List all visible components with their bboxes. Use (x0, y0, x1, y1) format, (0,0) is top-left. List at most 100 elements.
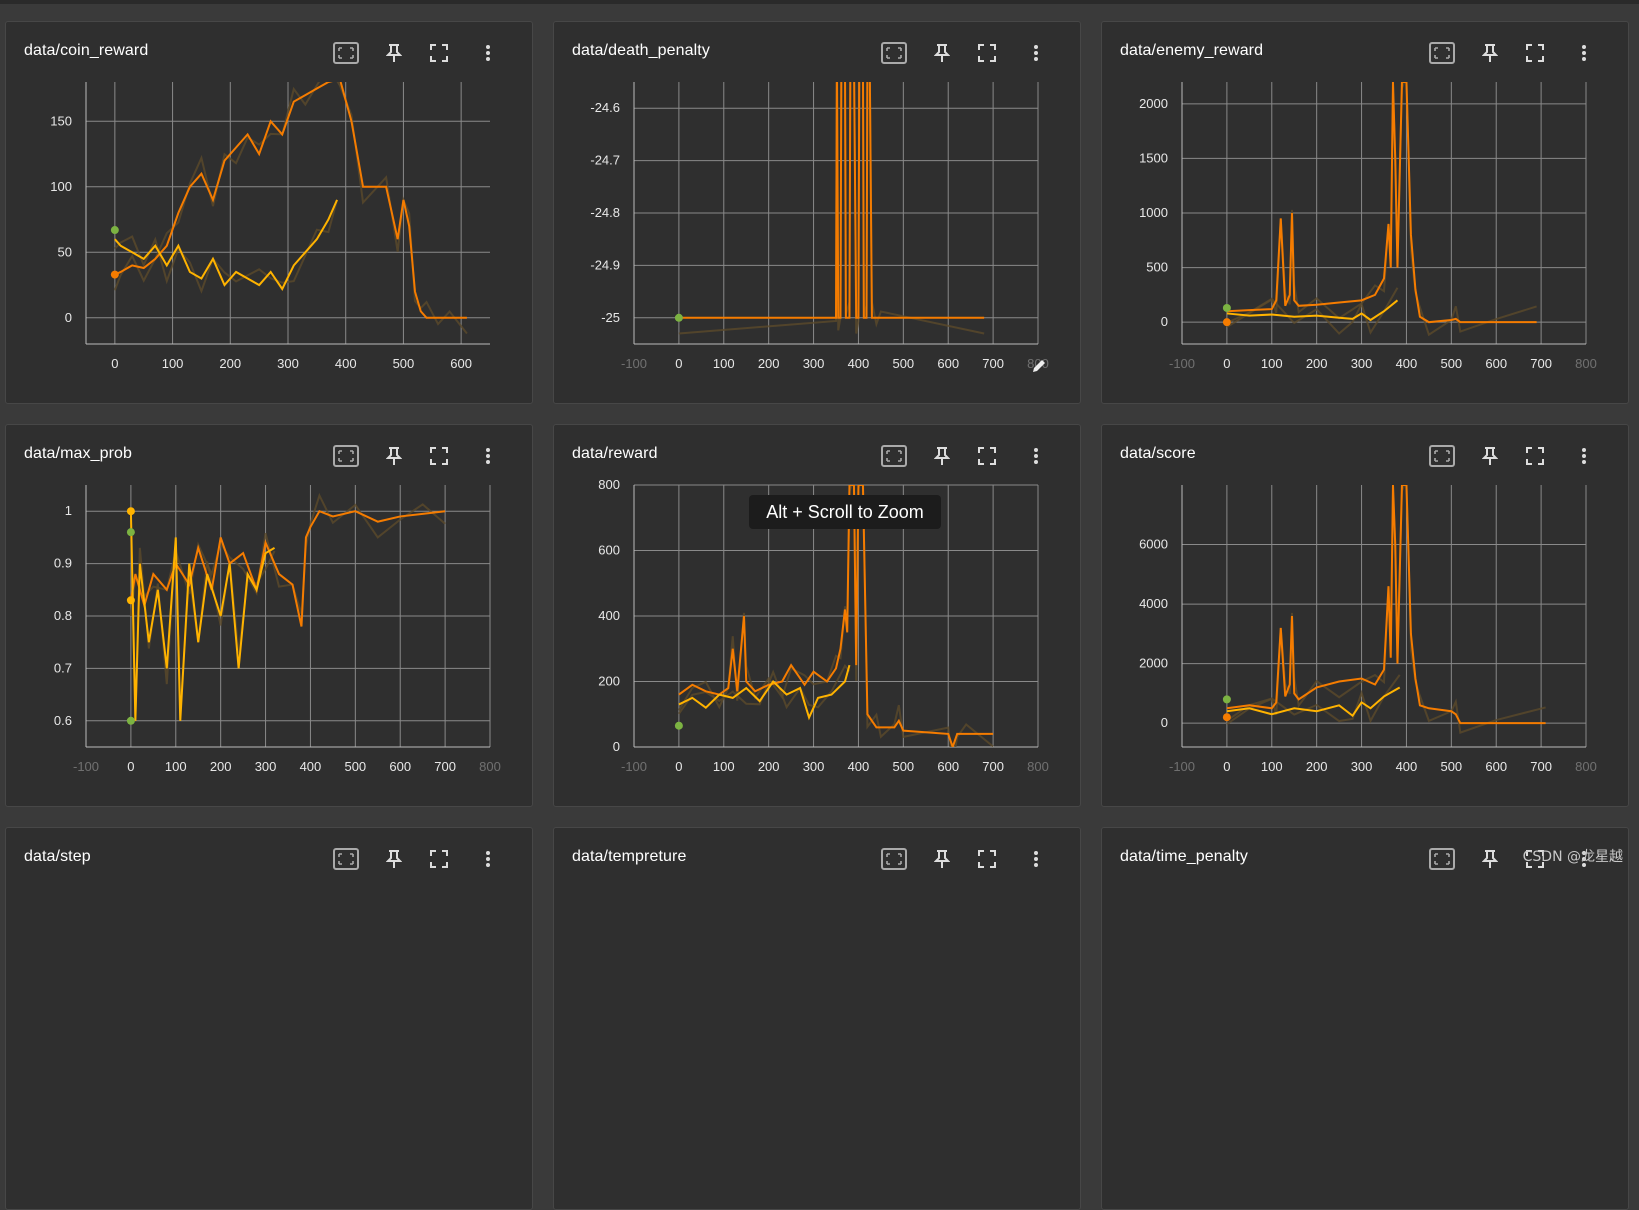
pin-icon[interactable] (927, 38, 957, 68)
more-vert-icon[interactable] (473, 38, 503, 68)
more-vert-icon[interactable] (1021, 844, 1051, 874)
fullscreen-icon[interactable] (972, 844, 1002, 874)
series-marker (110, 270, 119, 279)
x-tick-label: 600 (389, 759, 411, 774)
pin-icon[interactable] (1475, 844, 1505, 874)
x-tick-label: -100 (73, 759, 99, 774)
select-region-icon[interactable] (1427, 441, 1457, 471)
y-tick-label: -25 (601, 310, 620, 325)
chart-plot[interactable]: -100 0 100 200 300 400 500 600 700 800 0 500 1000 150… (1102, 22, 1629, 404)
y-tick-label: -24.8 (590, 205, 620, 220)
pin-icon[interactable] (379, 441, 409, 471)
fullscreen-icon[interactable] (424, 844, 454, 874)
x-tick-label: 200 (219, 356, 241, 371)
chart-title: data/tempreture (572, 848, 687, 865)
x-tick-label: -100 (1169, 356, 1195, 371)
fullscreen-icon[interactable] (972, 38, 1002, 68)
series-line-run-orange (1226, 82, 1537, 324)
x-tick-label: 700 (1530, 356, 1552, 371)
select-region-icon[interactable] (879, 38, 909, 68)
chart-title: data/step (24, 848, 91, 865)
x-tick-label: 800 (1575, 356, 1597, 371)
series-marker (126, 716, 135, 725)
chart-plot[interactable]: -100 0 100 200 300 400 500 600 700 800 -25 -24.9 -24… (554, 22, 1081, 404)
series-raw-run-yellow (1226, 287, 1399, 335)
fullscreen-icon[interactable] (424, 441, 454, 471)
chart-title: data/death_penalty (572, 42, 710, 59)
x-tick-label: 500 (393, 356, 415, 371)
x-tick-label: 300 (1351, 356, 1373, 371)
y-tick-label: 0 (1161, 715, 1168, 730)
x-tick-label: 100 (713, 356, 735, 371)
series-marker (674, 313, 683, 322)
fullscreen-icon[interactable] (424, 38, 454, 68)
series-line-run-orange (1226, 485, 1546, 725)
series-line-run-orange (129, 509, 446, 627)
series-raw-run-yellow (678, 663, 851, 715)
y-tick-label: 500 (1146, 260, 1168, 275)
x-tick-label: -100 (1169, 759, 1195, 774)
select-region-icon[interactable] (879, 844, 909, 874)
chart-card-step: data/step (5, 827, 533, 1210)
chart-title: data/score (1120, 445, 1196, 462)
select-region-icon[interactable] (1427, 38, 1457, 68)
more-vert-icon[interactable] (473, 844, 503, 874)
y-tick-label: 0 (613, 739, 620, 754)
fullscreen-icon[interactable] (1520, 844, 1550, 874)
pin-icon[interactable] (927, 441, 957, 471)
x-tick-label: 300 (1351, 759, 1373, 774)
y-tick-label: -24.6 (590, 100, 620, 115)
more-vert-icon[interactable] (473, 441, 503, 471)
chart-title: data/time_penalty (1120, 848, 1249, 865)
fullscreen-icon[interactable] (1520, 441, 1550, 471)
select-region-icon[interactable] (331, 844, 361, 874)
chart-title: data/coin_reward (24, 42, 149, 59)
more-vert-icon[interactable] (1569, 441, 1599, 471)
y-tick-label: 50 (58, 244, 72, 259)
pin-icon[interactable] (379, 38, 409, 68)
pin-icon[interactable] (379, 844, 409, 874)
x-tick-label: 200 (758, 356, 780, 371)
chart-card-coin_reward: data/coin_reward 0 100 200 300 400 500 600 0 50 10… (5, 21, 533, 404)
more-vert-icon[interactable] (1569, 844, 1599, 874)
chart-plot[interactable]: 0 100 200 300 400 500 600 0 50 100 150 (6, 22, 533, 404)
more-vert-icon[interactable] (1021, 38, 1051, 68)
chart-plot[interactable]: -100 0 100 200 300 400 500 600 700 800 0.6 0.7 0.8 0.… (6, 425, 533, 807)
more-vert-icon[interactable] (1021, 441, 1051, 471)
x-tick-label: 800 (1027, 759, 1049, 774)
x-tick-label: 700 (982, 759, 1004, 774)
x-tick-label: 0 (675, 759, 682, 774)
pencil-icon[interactable] (1031, 358, 1047, 379)
series-raw-run-orange (678, 485, 994, 747)
pin-icon[interactable] (1475, 38, 1505, 68)
fullscreen-icon[interactable] (1520, 38, 1550, 68)
series-marker (126, 507, 135, 516)
x-tick-label: 300 (277, 356, 299, 371)
more-vert-icon[interactable] (1569, 38, 1599, 68)
chart-card-time_penalty: data/time_penalty (1101, 827, 1629, 1210)
select-region-icon[interactable] (331, 441, 361, 471)
y-tick-label: 0 (65, 310, 72, 325)
fullscreen-icon[interactable] (972, 441, 1002, 471)
x-tick-label: 100 (1261, 759, 1283, 774)
x-tick-label: 500 (1440, 759, 1462, 774)
pin-icon[interactable] (1475, 441, 1505, 471)
chart-plot[interactable]: -100 0 100 200 300 400 500 600 700 800 0 2000 4000 60… (1102, 425, 1629, 807)
pin-icon[interactable] (927, 844, 957, 874)
series-marker (126, 528, 135, 537)
select-region-icon[interactable] (331, 38, 361, 68)
series-marker (126, 596, 135, 605)
x-tick-label: -100 (621, 356, 647, 371)
x-tick-label: 300 (803, 356, 825, 371)
x-tick-label: 600 (1485, 759, 1507, 774)
chart-card-tempreture: data/tempreture (553, 827, 1081, 1210)
y-tick-label: 0.8 (54, 608, 72, 623)
x-tick-label: 500 (892, 759, 914, 774)
series-marker (1222, 318, 1231, 327)
series-marker (674, 721, 683, 730)
chart-plot[interactable]: -100 0 100 200 300 400 500 600 700 80002004006008… (554, 425, 1081, 807)
y-tick-label: 0.9 (54, 556, 72, 571)
select-region-icon[interactable] (879, 441, 909, 471)
x-tick-label: 400 (1396, 759, 1418, 774)
select-region-icon[interactable] (1427, 844, 1457, 874)
